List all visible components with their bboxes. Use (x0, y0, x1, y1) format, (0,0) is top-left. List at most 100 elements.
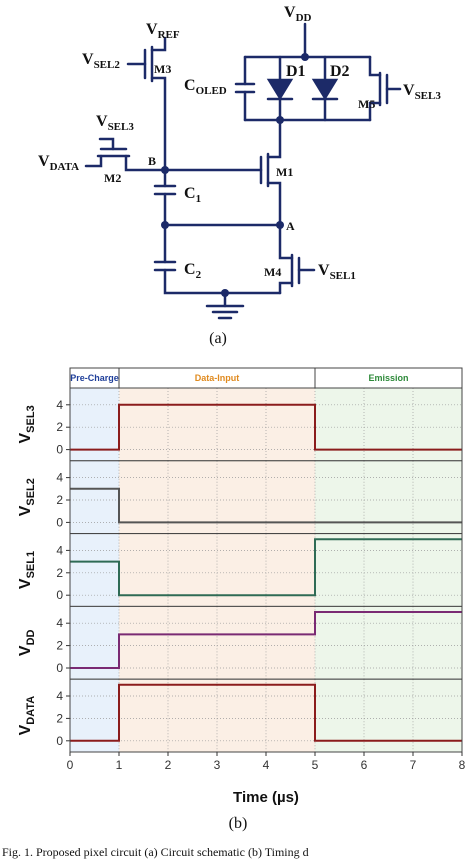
y-tick-label: 2 (56, 639, 63, 653)
phase-label: Data-Input (195, 373, 240, 383)
label-main: V (284, 4, 296, 21)
x-tick-label: 0 (67, 758, 74, 772)
x-tick-label: 8 (459, 758, 466, 772)
label-main: C (184, 185, 196, 202)
diode (266, 78, 294, 101)
label-main: V (38, 153, 50, 170)
wire (278, 281, 294, 295)
y-axis-label: VSEL3 (17, 405, 37, 443)
timing-chart: Pre-Charge Data-Input Emission024VSEL3024V… (17, 367, 466, 772)
y-axis-label: VSEL2 (17, 478, 37, 516)
y-tick-label: 2 (56, 711, 63, 725)
x-tick-label: 1 (116, 758, 123, 772)
circuit-label: C1 (184, 185, 201, 205)
phase-label: Emission (368, 373, 408, 383)
wire (124, 154, 167, 172)
label-main: V (318, 262, 330, 279)
y-tick-label: 0 (56, 588, 63, 602)
signal-line (70, 683, 462, 742)
label-main: V (403, 82, 415, 99)
phase-background (315, 606, 462, 680)
circuit-label: M2 (104, 171, 121, 185)
label-sub: REF (158, 29, 180, 41)
label-main: V (17, 505, 34, 516)
label-sub: SEL3 (108, 121, 135, 133)
circuit-label: M3 (154, 62, 171, 76)
caption: (a) (209, 330, 227, 347)
figure-caption: Fig. 1. Proposed pixel circuit (a) Circu… (2, 845, 309, 859)
label-sub: DD (296, 12, 312, 24)
phase-label: Pre-Charge (70, 373, 119, 383)
signal-line (70, 403, 462, 451)
circuit-label: M1 (276, 165, 293, 179)
circuit-label: D1 (286, 63, 306, 80)
wire (278, 223, 294, 260)
x-tick-label: 5 (312, 758, 319, 772)
wire (163, 268, 282, 295)
wire (150, 76, 167, 172)
circuit-label: M4 (264, 265, 281, 279)
label-main: V (96, 113, 108, 130)
label-main: V (146, 21, 158, 38)
y-axis-label: VSEL1 (17, 551, 37, 589)
label-sub: 2 (196, 269, 202, 281)
label-sub: SEL2 (94, 59, 121, 71)
y-tick-label: 4 (56, 543, 63, 557)
circuit-label: C2 (184, 261, 202, 281)
y-tick-label: 0 (56, 443, 63, 457)
y-tick-label: 0 (56, 515, 63, 529)
label-main: V (17, 432, 34, 443)
circuit-label: VDATA (38, 153, 79, 173)
circuit-label: M5 (358, 97, 375, 111)
x-tick-label: 4 (263, 758, 270, 772)
signal-line (70, 611, 462, 669)
wire (150, 36, 167, 52)
y-tick-label: 0 (56, 734, 63, 748)
circuit-label: VSEL2 (82, 51, 120, 71)
caption: (b) (229, 815, 248, 832)
y-tick-label: 2 (56, 566, 63, 580)
label-main: C (184, 261, 196, 278)
y-tick-label: 4 (56, 616, 63, 630)
y-tick-label: 4 (56, 398, 63, 412)
label-main: V (17, 578, 34, 589)
circuit-label: A (286, 219, 295, 233)
circuit-labels: VDD VREF VSEL2 M3 COLED D1 D2 M5 VSEL3 V… (38, 4, 441, 347)
circuit-label: VSEL1 (318, 262, 356, 282)
node (161, 221, 169, 229)
wire (98, 137, 115, 151)
phase-background (70, 460, 119, 534)
label-sub: SEL3 (25, 405, 37, 433)
circuit-label: VDD (284, 4, 312, 24)
x-tick-label: 7 (410, 758, 417, 772)
wire (368, 101, 382, 122)
circuit-label: VSEL3 (96, 113, 134, 133)
signal-line (70, 487, 462, 524)
circuit-label: VSEL3 (403, 82, 441, 102)
circuit-label: D2 (330, 63, 350, 80)
label-sub: SEL1 (330, 270, 356, 282)
wire (368, 55, 382, 77)
y-tick-label: 0 (56, 661, 63, 675)
y-tick-label: 4 (56, 689, 63, 703)
x-tick-label: 2 (165, 758, 172, 772)
phase-background (70, 533, 119, 607)
wire (266, 181, 282, 227)
y-axis-label: VDATA (17, 696, 37, 736)
label-main: V (82, 51, 94, 68)
wire (84, 154, 103, 168)
label-sub: SEL2 (25, 478, 37, 506)
circuit-label: COLED (184, 77, 227, 97)
label-main: V (17, 724, 34, 735)
label-sub: OLED (196, 85, 227, 97)
label-sub: DATA (25, 696, 37, 725)
circuit-label: VREF (146, 21, 180, 41)
circuit-label: B (148, 154, 156, 168)
x-tick-label: 6 (361, 758, 368, 772)
signal-line (70, 538, 462, 597)
label-main: V (17, 645, 34, 656)
diode (311, 78, 339, 101)
x-tick-label: 3 (214, 758, 221, 772)
